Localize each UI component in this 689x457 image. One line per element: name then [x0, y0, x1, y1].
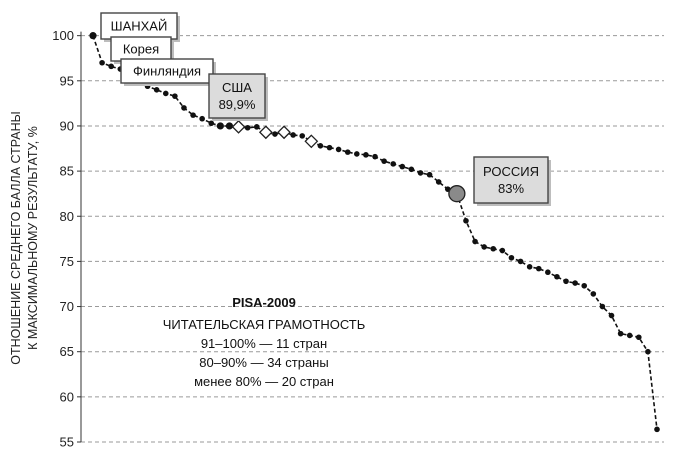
data-point-33 — [390, 161, 396, 167]
data-point-36 — [417, 170, 424, 176]
y-axis: 55 60 65 70 75 80 85 90 95 100 — [52, 28, 82, 450]
y-tick-label-75: 75 — [60, 254, 74, 269]
label-finland: Финляндия — [120, 58, 216, 86]
data-point-43 — [481, 244, 487, 250]
y-tick-label-85: 85 — [60, 164, 74, 179]
data-point-42 — [472, 238, 478, 245]
data-point-diamond-21 — [277, 125, 291, 140]
data-point-62 — [654, 426, 660, 433]
label-usa-text-0: США — [222, 80, 252, 95]
data-point-45 — [499, 247, 506, 254]
data-point-diamond-19 — [258, 125, 273, 140]
info-line-1: ЧИТАТЕЛЬСКАЯ ГРАМОТНОСТЬ — [163, 317, 366, 332]
data-point-47 — [517, 258, 524, 265]
data-point-50 — [545, 269, 551, 276]
label-russia: РОССИЯ 83% — [473, 156, 551, 206]
info-box: PISA-2009 ЧИТАТЕЛЬСКАЯ ГРАМОТНОСТЬ 91–10… — [163, 295, 366, 389]
annotation-layer: ШАНХАЙ Корея Финляндия США 89,9% РОССИЯ 83% — [100, 12, 551, 206]
data-point-2 — [108, 63, 114, 70]
data-point-10 — [181, 105, 187, 111]
label-finland-frame — [120, 58, 214, 84]
data-point-60 — [636, 334, 642, 341]
y-axis-label-line-1: ОТНОШЕНИЕ СРЕДНЕГО БАЛЛА СТРАНЫ — [9, 111, 23, 364]
info-line-3: 80–90% — 34 страны — [199, 355, 328, 370]
data-point-58 — [617, 330, 624, 337]
data-point-29 — [354, 151, 360, 157]
data-point-15 — [225, 122, 234, 130]
series-point-layer — [89, 32, 660, 433]
data-point-49 — [535, 265, 542, 272]
y-tick-label-60: 60 — [60, 389, 74, 404]
label-usa-frame — [208, 73, 266, 119]
data-point-9 — [172, 93, 178, 99]
label-russia-text-1: 83% — [498, 181, 524, 196]
data-point-37 — [426, 171, 433, 178]
data-point-57 — [608, 312, 615, 319]
data-point-26 — [326, 144, 333, 151]
label-shanghai-frame — [100, 12, 178, 40]
data-point-25 — [317, 143, 324, 149]
series-line — [92, 35, 658, 430]
data-point-1 — [99, 59, 105, 66]
data-point-18 — [253, 124, 260, 130]
data-point-russia — [448, 185, 466, 203]
data-point-38 — [435, 179, 442, 185]
grid-layer — [81, 35, 664, 443]
y-axis-label: ОТНОШЕНИЕ СРЕДНЕГО БАЛЛА СТРАНЫ К МАКСИМ… — [9, 111, 40, 364]
y-axis-label-line-2: К МАКСИМАЛЬНОМУ РЕЗУЛЬТАТУ, % — [26, 126, 40, 350]
data-point-55 — [590, 291, 597, 297]
data-point-59 — [626, 332, 633, 339]
data-point-22 — [290, 132, 296, 138]
y-tick-label-90: 90 — [60, 118, 74, 133]
data-point-35 — [408, 166, 415, 173]
data-point-61 — [645, 348, 651, 355]
data-point-30 — [363, 152, 369, 158]
data-point-diamond-24 — [304, 134, 319, 149]
data-point-7 — [153, 87, 160, 93]
data-point-41 — [463, 217, 469, 224]
info-title: PISA-2009 — [232, 295, 296, 310]
data-point-27 — [335, 146, 342, 153]
data-point-8 — [162, 90, 169, 97]
data-point-54 — [581, 282, 588, 289]
y-tick-label-55: 55 — [60, 435, 74, 450]
data-point-11 — [190, 112, 196, 118]
label-finland-text-0: Финляндия — [133, 64, 201, 79]
data-point-23 — [299, 133, 306, 139]
data-point-0 — [89, 32, 97, 40]
info-line-4: менее 80% — 20 стран — [194, 374, 334, 389]
data-point-56 — [599, 303, 606, 310]
y-tick-label-70: 70 — [60, 299, 74, 314]
data-point-32 — [381, 158, 387, 164]
label-korea-text-0: Корея — [123, 42, 159, 57]
y-tick-label-65: 65 — [60, 344, 74, 359]
data-point-51 — [554, 273, 560, 280]
y-tick-label-80: 80 — [60, 209, 74, 224]
y-tick-label-100: 100 — [52, 28, 74, 43]
data-point-52 — [563, 278, 569, 285]
data-point-46 — [508, 254, 515, 261]
data-point-48 — [526, 264, 533, 270]
data-point-53 — [572, 280, 578, 286]
data-point-44 — [490, 245, 497, 252]
data-point-diamond-16 — [231, 119, 246, 134]
label-russia-text-0: РОССИЯ — [483, 164, 539, 179]
label-russia-frame — [473, 156, 549, 204]
data-point-28 — [344, 149, 351, 155]
data-point-34 — [399, 163, 406, 170]
data-point-17 — [244, 124, 251, 131]
data-point-12 — [199, 115, 205, 122]
info-line-2: 91–100% — 11 стран — [201, 336, 327, 351]
label-shanghai-text-0: ШАНХАЙ — [111, 19, 168, 34]
label-usa-text-1: 89,9% — [219, 97, 256, 112]
data-point-13 — [208, 120, 215, 127]
data-point-31 — [372, 153, 378, 160]
series-line-layer — [92, 35, 658, 430]
y-tick-label-95: 95 — [60, 73, 74, 88]
data-point-20 — [272, 131, 278, 137]
data-point-14 — [216, 122, 224, 130]
label-usa: США 89,9% — [208, 73, 268, 121]
